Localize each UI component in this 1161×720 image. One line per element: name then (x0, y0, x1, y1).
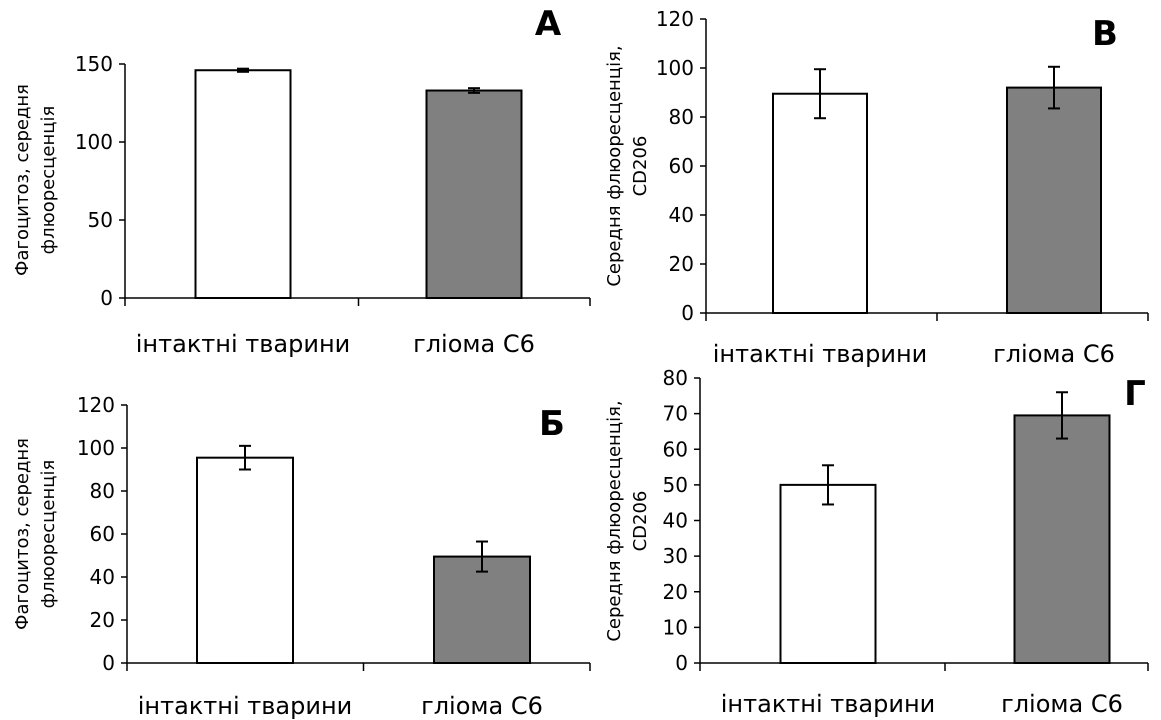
chart-panel-1: 0 50 100 150 інтактні тварини гліома С6 Фагоци… (12, 4, 591, 358)
y-tick-label: 60 (663, 437, 688, 461)
bar-intact (196, 456, 294, 664)
y-tick-label: 20 (90, 608, 115, 632)
y-tick-label: 20 (663, 580, 688, 604)
bar-glioma (1006, 86, 1102, 314)
panel-letter: B (1092, 14, 1118, 54)
y-axis-title: флюоресценція (38, 460, 59, 609)
y-tick-label: 80 (90, 479, 115, 503)
y-tick-label: 150 (75, 52, 113, 76)
y-axis-title: Середня флюоресценція, (604, 400, 625, 641)
y-tick-label: 120 (656, 7, 694, 31)
y-tick-label: 0 (675, 651, 688, 675)
y-axis-title: Фагоцитоз, середня (12, 84, 33, 276)
y-tick-label: 0 (681, 301, 694, 325)
y-tick-label: 100 (77, 436, 115, 460)
x-category-label: гліома С6 (421, 692, 543, 720)
chart-panel-2: 0 20 40 60 80 100 120 інтактні тварини гліома С6… (604, 7, 1149, 368)
bar-glioma (1013, 414, 1111, 664)
panel-letter: Г (1124, 374, 1146, 414)
y-tick-label: 40 (663, 509, 688, 533)
y-tick-label: 80 (663, 366, 688, 390)
y-tick-label: 40 (669, 203, 694, 227)
x-category-label: інтактні тварини (713, 340, 927, 368)
y-axis-title: Середня флюоресценція, (604, 45, 625, 286)
x-category-label: інтактні тварини (721, 690, 935, 718)
y-tick-label: 10 (663, 615, 688, 639)
bar-intact (772, 92, 868, 314)
y-axis-title: флюоресценція (38, 106, 59, 255)
chart-panel-4: 0 10 20 30 40 50 60 70 80 інтактні тварини гліома … (604, 366, 1149, 718)
y-tick-label: 20 (669, 252, 694, 276)
x-category-label: гліома С6 (1001, 690, 1123, 718)
y-tick-label: 60 (90, 522, 115, 546)
y-tick-label: 70 (663, 402, 688, 426)
y-tick-label: 30 (663, 544, 688, 568)
panel-letter: A (535, 4, 562, 44)
y-tick-label: 50 (663, 473, 688, 497)
chart-panel-3: 0 20 40 60 80 100 120 інтактні тварини гліома С6… (12, 393, 591, 720)
y-tick-label: 0 (102, 651, 115, 675)
y-axis-title: CD206 (630, 136, 651, 197)
bar-intact (194, 69, 292, 299)
y-axis-title: CD206 (630, 491, 651, 552)
bar-glioma (425, 89, 523, 299)
x-category-label: гліома С6 (413, 330, 535, 358)
x-category-label: гліома С6 (993, 340, 1115, 368)
y-axis-title: Фагоцитоз, середня (12, 438, 33, 630)
y-tick-label: 100 (656, 56, 694, 80)
y-tick-label: 80 (669, 105, 694, 129)
bar-intact (779, 483, 877, 664)
y-tick-label: 0 (100, 286, 113, 310)
y-tick-label: 40 (90, 565, 115, 589)
y-tick-label: 50 (88, 208, 113, 232)
x-category-label: інтактні тварини (138, 692, 352, 720)
panel-letter: Б (539, 404, 565, 444)
y-tick-label: 120 (77, 393, 115, 417)
bar-glioma (433, 555, 531, 665)
y-tick-label: 100 (75, 130, 113, 154)
x-category-label: інтактні тварини (136, 330, 350, 358)
y-tick-label: 60 (669, 154, 694, 178)
